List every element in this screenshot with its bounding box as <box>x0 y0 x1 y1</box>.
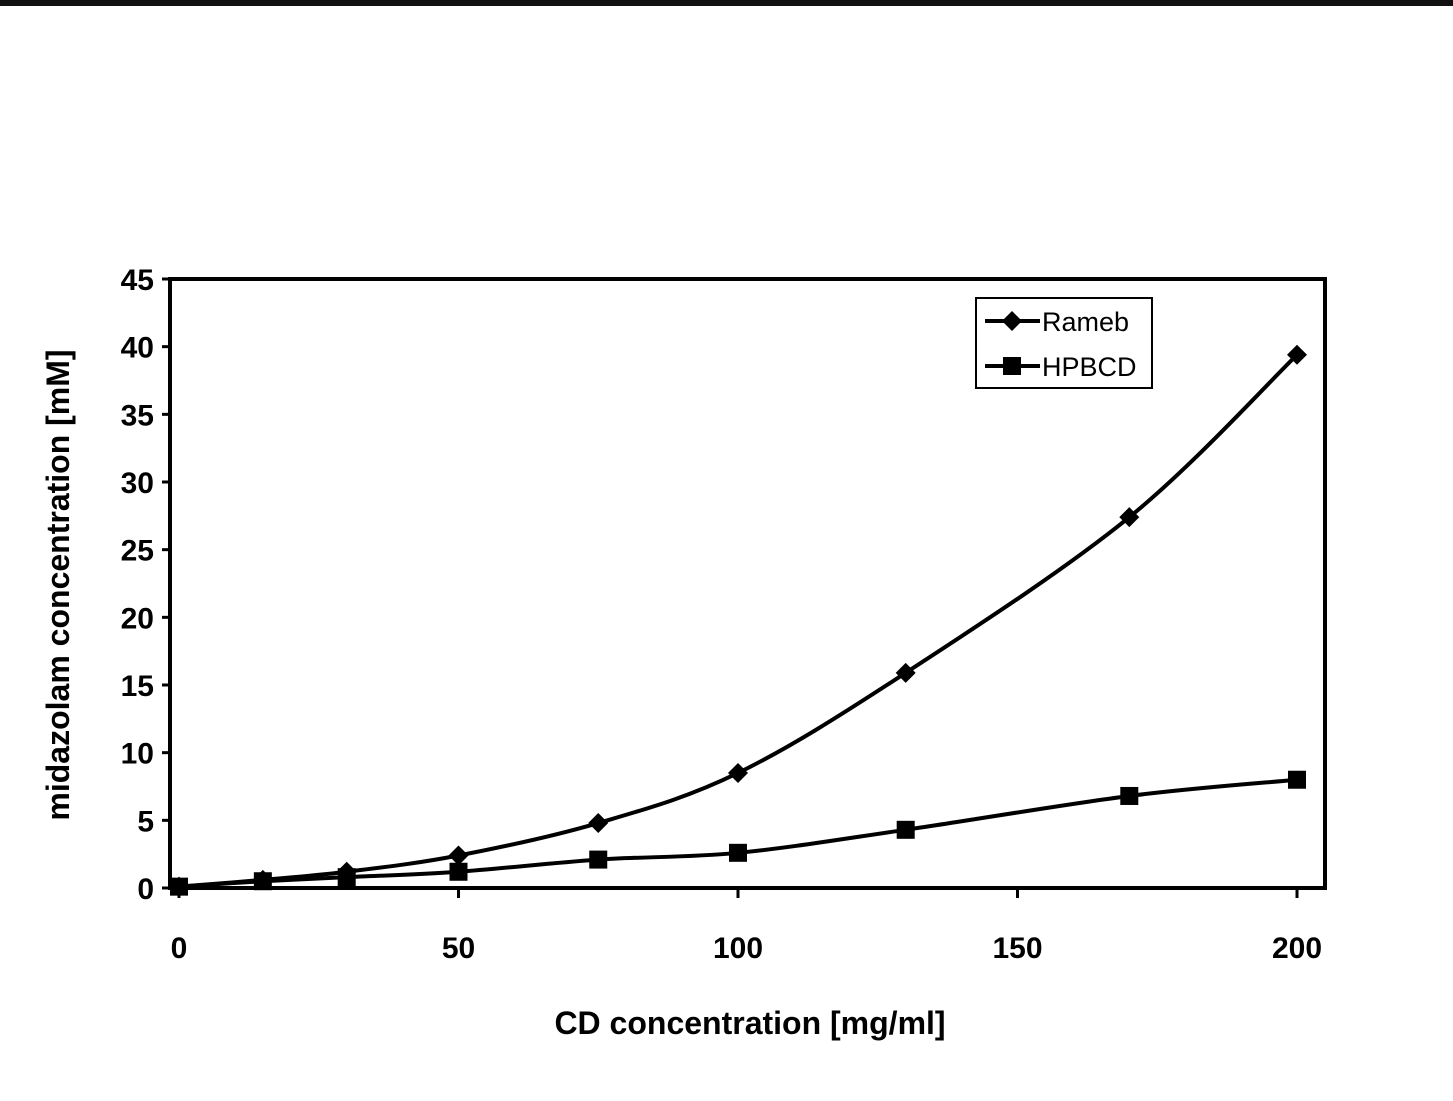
y-tick-label: 25 <box>121 535 154 568</box>
legend-label-rameb: Rameb <box>1042 307 1129 337</box>
y-tick-label: 15 <box>121 670 154 703</box>
legend-label-hpbcd: HPBCD <box>1042 352 1137 382</box>
data-point-hpbcd <box>449 862 468 881</box>
axes: 0 5 10 15 20 25 30 35 40 45 0 50 100 150 200 <box>121 264 1327 965</box>
data-point-rameb <box>1119 507 1140 528</box>
data-point-hpbcd <box>170 877 188 896</box>
data-point-rameb <box>1287 344 1307 365</box>
x-tick-label: 100 <box>713 932 763 965</box>
data-point-hpbcd <box>589 850 608 869</box>
y-tick-label: 20 <box>121 602 154 635</box>
series-hpbcd <box>170 770 1306 896</box>
data-point-hpbcd <box>1288 770 1306 789</box>
data-point-rameb <box>588 813 609 834</box>
series-rameb <box>169 344 1307 897</box>
legend-marker-rameb <box>1002 311 1022 331</box>
y-tick-label: 45 <box>121 264 154 297</box>
data-point-hpbcd <box>896 820 915 839</box>
y-tick-label: 40 <box>121 332 154 365</box>
y-tick-label: 30 <box>121 467 154 500</box>
y-axis-title: midazolam concentration [mM] <box>40 349 76 820</box>
legend-marker-hpbcd <box>1003 357 1021 375</box>
data-point-hpbcd <box>253 872 272 891</box>
series-layer <box>169 344 1307 897</box>
data-point-hpbcd <box>337 868 356 887</box>
y-tick-label: 10 <box>121 738 154 771</box>
y-tick-label: 35 <box>121 399 154 432</box>
plot-area-frame <box>168 277 1327 890</box>
series-line-rameb <box>177 352 1299 889</box>
data-point-rameb <box>728 762 748 783</box>
y-tick-label: 5 <box>137 805 154 838</box>
data-point-hpbcd <box>729 843 747 862</box>
x-tick-label: 200 <box>1272 932 1322 965</box>
data-point-rameb <box>448 845 469 866</box>
legend: Rameb HPBCD <box>975 297 1153 389</box>
series-line-hpbcd <box>177 777 1299 889</box>
y-tick-label: 0 <box>137 873 154 906</box>
x-axis-title: CD concentration [mg/ml] <box>554 1005 945 1041</box>
top-border-rule <box>0 0 1453 6</box>
x-tick-label: 150 <box>992 932 1042 965</box>
data-point-rameb <box>895 662 916 683</box>
x-tick-label: 50 <box>442 932 475 965</box>
x-tick-label: 0 <box>171 932 188 965</box>
data-point-hpbcd <box>1120 786 1139 805</box>
